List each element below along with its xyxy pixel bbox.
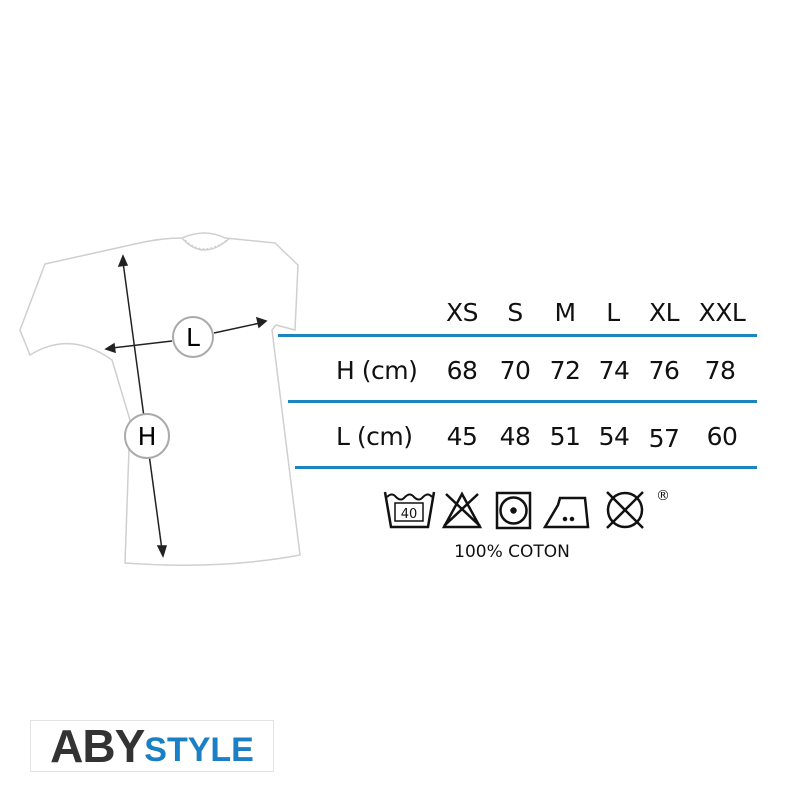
table-divider [295,466,757,469]
size-header: XL [648,298,680,327]
size-header: L [606,298,620,327]
tumble-dry-icon [495,491,532,530]
table-cell: 48 [499,422,531,451]
wash-temperature: 40 [401,507,418,522]
abystyle-logo: ABY STYLE [30,720,274,772]
table-cell: 76 [648,356,680,385]
no-dry-clean-icon [606,491,644,529]
length-marker: L [172,316,214,358]
table-cell: 78 [704,356,736,385]
height-arrow [117,254,168,559]
table-cell: 72 [549,356,581,385]
length-marker-label: L [186,323,200,352]
table-cell: 74 [598,356,630,385]
table-divider [278,334,757,337]
row-label-length: L (cm) [336,422,413,451]
logo-part-style: STYLE [144,730,254,769]
composition-text: 100% COTON [454,542,570,562]
table-cell: 54 [598,422,630,451]
size-header: XS [446,298,479,327]
length-arrow [104,316,268,354]
wash-40-icon [383,491,436,529]
table-cell: 70 [499,356,531,385]
size-header: XXL [698,298,746,327]
iron-medium-icon [542,496,590,529]
size-header: S [507,298,523,327]
height-marker: H [124,413,170,459]
table-cell: 45 [446,422,478,451]
logo-part-aby: ABY [50,720,145,772]
size-header: M [554,298,576,327]
height-marker-label: H [138,422,157,451]
registered-mark: ® [656,488,670,504]
tshirt-outline [19,232,301,566]
table-cell: 68 [446,356,478,385]
table-cell: 57 [648,424,680,453]
table-divider [288,400,757,403]
no-bleach-icon [441,491,483,529]
table-cell: 51 [549,422,581,451]
care-icons: 40 [383,491,644,530]
table-cell: 60 [706,422,738,451]
row-label-height: H (cm) [336,356,418,385]
